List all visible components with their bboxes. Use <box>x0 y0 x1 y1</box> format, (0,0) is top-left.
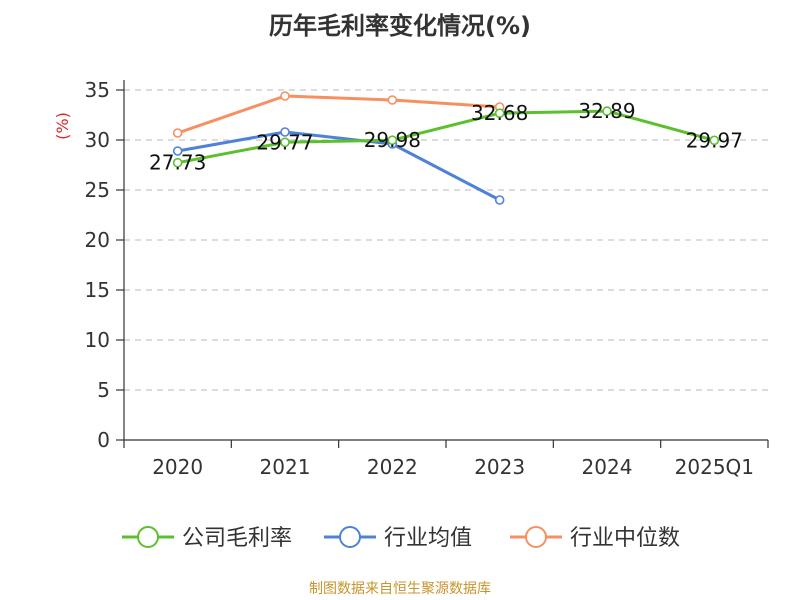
y-tick-label: 15 <box>85 278 110 302</box>
data-point <box>172 146 183 156</box>
legend-marker <box>339 526 361 548</box>
data-point <box>172 128 183 138</box>
legend-label: 行业均值 <box>384 526 472 551</box>
data-point <box>494 108 505 118</box>
data-point <box>387 95 398 105</box>
y-tick-label: 5 <box>97 378 110 402</box>
data-point <box>387 135 398 145</box>
y-tick-label: 10 <box>85 328 110 352</box>
data-point <box>172 157 183 168</box>
y-tick-label: 20 <box>85 228 110 252</box>
data-label: 32.89 <box>578 99 635 123</box>
legend-marker <box>137 526 159 548</box>
series-line <box>177 109 715 165</box>
data-point <box>602 106 612 116</box>
x-tick-label: 2025Q1 <box>675 455 754 479</box>
data-label: 32.68 <box>471 101 528 125</box>
y-tick-label: 0 <box>97 428 110 452</box>
legend-label: 行业中位数 <box>570 526 680 551</box>
source-note: 制图数据来自恒生聚源数据库 <box>309 581 491 597</box>
y-tick-label: 30 <box>85 128 110 152</box>
x-tick-label: 2024 <box>582 455 633 479</box>
y-axis-label: (%) <box>53 112 72 140</box>
legend-label: 公司毛利率 <box>182 526 292 551</box>
data-point <box>709 135 720 146</box>
y-tick-label: 35 <box>85 78 110 102</box>
x-tick-label: 2021 <box>260 455 311 479</box>
x-tick-label: 2023 <box>474 455 525 479</box>
data-point <box>280 127 290 137</box>
series-line <box>177 130 501 202</box>
data-point <box>494 195 505 205</box>
data-point <box>280 91 290 101</box>
chart-title: 历年毛利率变化情况(%) <box>269 12 531 40</box>
series-line <box>177 94 500 135</box>
data-point <box>280 137 290 148</box>
legend-marker <box>525 526 547 548</box>
data-label: 27.73 <box>149 151 206 175</box>
y-tick-label: 25 <box>85 178 110 202</box>
data-label: 29.97 <box>686 128 743 152</box>
x-tick-label: 2022 <box>367 455 418 479</box>
data-label: 29.98 <box>364 128 421 152</box>
x-tick-label: 2020 <box>152 455 203 479</box>
data-label: 29.77 <box>256 130 313 154</box>
